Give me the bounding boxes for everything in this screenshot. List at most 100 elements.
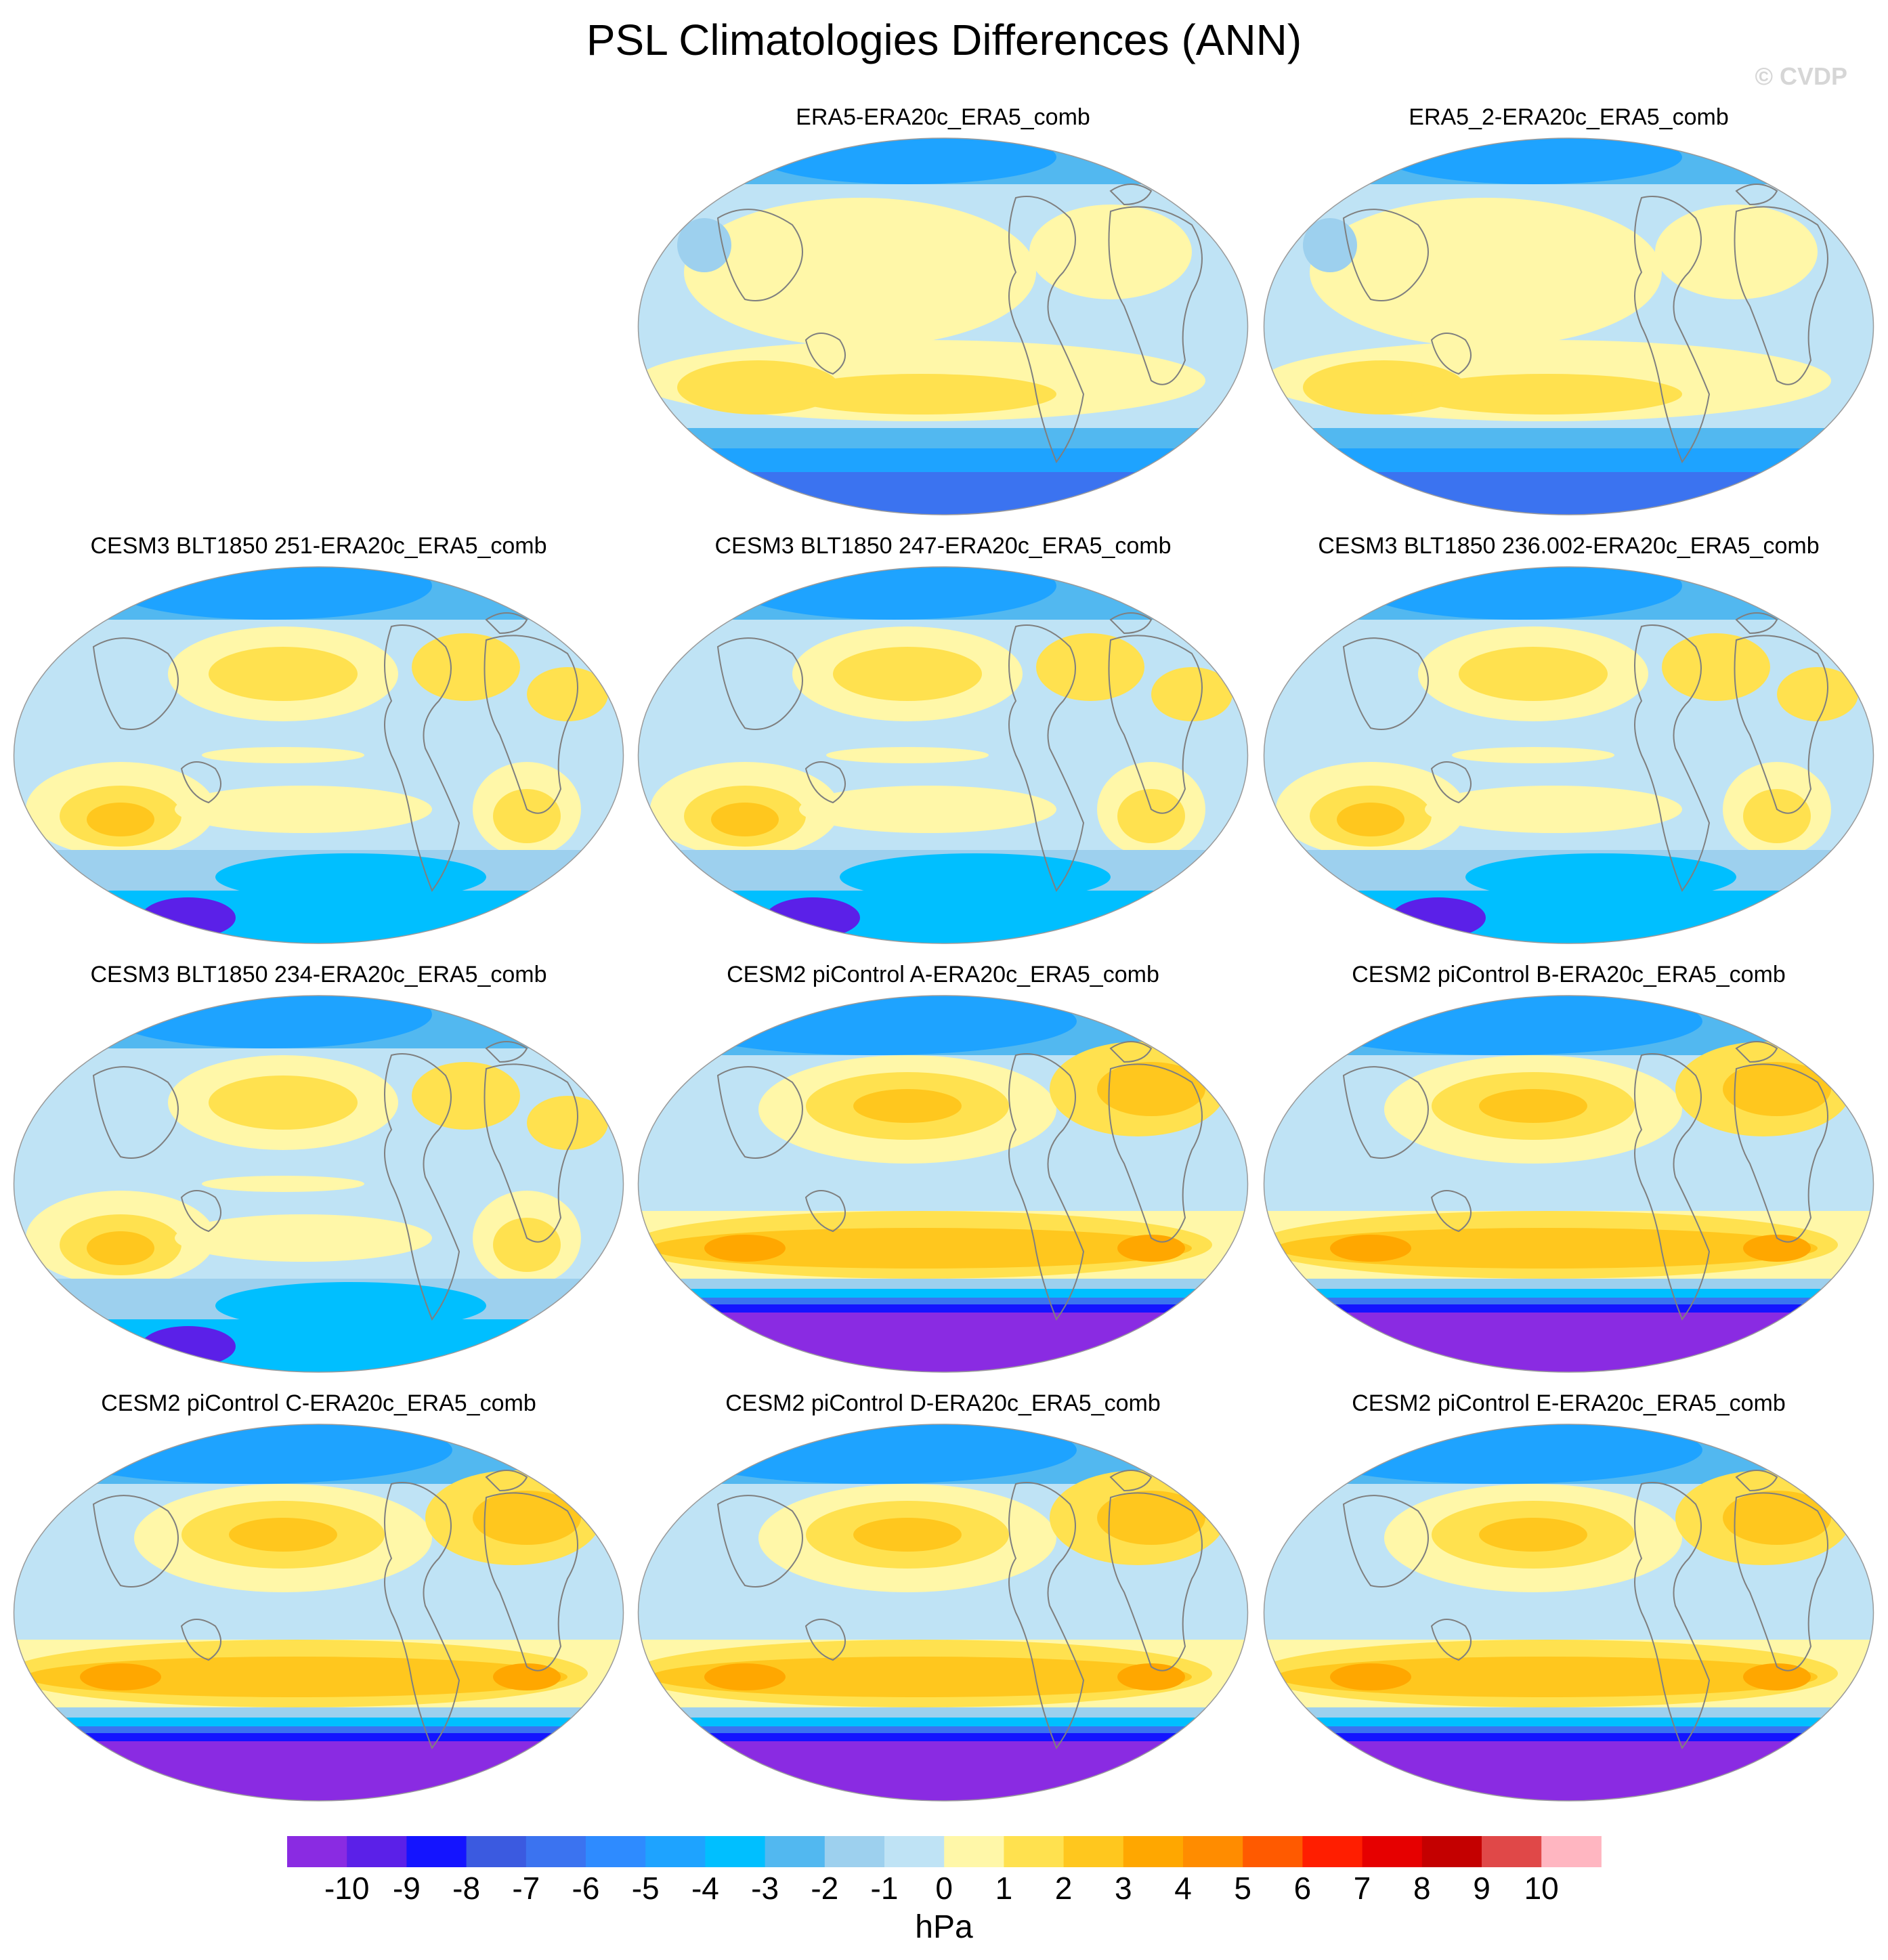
coastline bbox=[1108, 635, 1203, 814]
coastline bbox=[1108, 1492, 1203, 1671]
pacific-south-high bbox=[175, 786, 432, 833]
map-panel: CESM3 BLT1850 247-ERA20c_ERA5_comb bbox=[637, 532, 1249, 958]
indian-max bbox=[704, 1235, 786, 1262]
colorbar-tick-label: -8 bbox=[452, 1871, 481, 1906]
atlantic-high bbox=[1036, 633, 1144, 701]
atlantic-max bbox=[1743, 1663, 1811, 1690]
coastline bbox=[1734, 1492, 1828, 1671]
colorbar-tick-label: 7 bbox=[1353, 1871, 1371, 1906]
atlantic-high-core bbox=[1097, 1491, 1205, 1545]
southern-belt-core bbox=[1276, 1657, 1818, 1697]
map-outline bbox=[1263, 566, 1874, 944]
panel-title: CESM3 BLT1850 247-ERA20c_ERA5_comb bbox=[714, 533, 1172, 559]
coastline bbox=[1342, 1495, 1429, 1588]
coastline bbox=[1342, 637, 1429, 730]
panel-title: ERA5_2-ERA20c_ERA5_comb bbox=[1409, 104, 1729, 130]
robinson-map bbox=[1263, 566, 1874, 944]
transition-2 bbox=[14, 1718, 624, 1728]
southern-ocean-low bbox=[1465, 853, 1736, 901]
atlantic-high-core bbox=[473, 1491, 581, 1545]
coastline bbox=[1734, 635, 1828, 814]
map-outline bbox=[637, 137, 1249, 515]
robinson-map bbox=[637, 566, 1249, 944]
map-panel: ERA5-ERA20c_ERA5_comb bbox=[637, 103, 1249, 530]
atlantic-south-core bbox=[1117, 789, 1185, 843]
coastline bbox=[92, 1066, 179, 1159]
map-panel: CESM2 piControl D-ERA20c_ERA5_comb bbox=[637, 1389, 1249, 1816]
pacific-high-core bbox=[209, 647, 358, 701]
colorbar-tick-label: -4 bbox=[691, 1871, 719, 1906]
transition-2 bbox=[1264, 1718, 1874, 1728]
southern-ocean-low bbox=[215, 853, 486, 901]
coastline bbox=[1109, 184, 1153, 206]
atlantic-south-core bbox=[493, 1218, 561, 1272]
atlantic-positive bbox=[1029, 205, 1192, 299]
map-outline bbox=[637, 1424, 1249, 1802]
equatorial-band bbox=[826, 747, 989, 763]
robinson-map bbox=[1263, 137, 1874, 515]
southern-belt-core bbox=[26, 1657, 567, 1697]
panel-title: CESM3 BLT1850 234-ERA20c_ERA5_comb bbox=[90, 962, 547, 987]
coastline bbox=[804, 1190, 846, 1233]
panel-title: ERA5-ERA20c_ERA5_comb bbox=[796, 104, 1090, 130]
map-panel: CESM2 piControl B-ERA20c_ERA5_comb bbox=[1262, 960, 1875, 1387]
atlantic-high bbox=[412, 1062, 520, 1130]
panel-title: CESM2 piControl B-ERA20c_ERA5_comb bbox=[1352, 962, 1786, 987]
pacific-high-core bbox=[853, 1518, 962, 1552]
atlantic-south-core bbox=[1743, 789, 1811, 843]
map-outline bbox=[1263, 1424, 1874, 1802]
map-panel: CESM2 piControl C-ERA20c_ERA5_comb bbox=[12, 1389, 625, 1816]
pacific-high-core bbox=[209, 1075, 358, 1130]
coastline bbox=[1430, 1190, 1472, 1233]
atlantic-high-core bbox=[1097, 1062, 1205, 1116]
coastline bbox=[1734, 206, 1828, 385]
coastline bbox=[485, 1041, 528, 1063]
transition-4 bbox=[638, 1733, 1248, 1743]
coastline bbox=[1109, 1041, 1153, 1063]
pacific-high-core bbox=[229, 1518, 337, 1552]
atlantic-positive bbox=[1655, 205, 1818, 299]
coastline bbox=[1342, 1066, 1429, 1159]
coastline bbox=[384, 624, 460, 893]
transition-3 bbox=[638, 1726, 1248, 1734]
coastline bbox=[716, 209, 803, 301]
transition-2 bbox=[638, 1289, 1248, 1299]
coastline bbox=[180, 1619, 221, 1661]
colorbar-tick-label: -7 bbox=[512, 1871, 540, 1906]
coastline bbox=[716, 1066, 803, 1159]
panel-title: CESM2 piControl A-ERA20c_ERA5_comb bbox=[727, 962, 1159, 987]
coastline bbox=[804, 761, 846, 804]
equatorial-band bbox=[202, 1176, 364, 1192]
coastline bbox=[1735, 612, 1778, 635]
figure-title: PSL Climatologies Differences (ANN) bbox=[586, 16, 1302, 64]
colorbar-tick-label: 10 bbox=[1524, 1871, 1559, 1906]
robinson-map bbox=[13, 566, 624, 944]
panel-title: CESM2 piControl D-ERA20c_ERA5_comb bbox=[725, 1390, 1161, 1416]
coastline bbox=[1008, 196, 1085, 464]
southern-ocean-low bbox=[215, 1282, 486, 1329]
pacific-south-positive bbox=[1411, 374, 1682, 414]
colorbar-tick-label: 9 bbox=[1473, 1871, 1490, 1906]
transition-3 bbox=[14, 1726, 624, 1734]
coastline bbox=[92, 637, 179, 730]
robinson-map bbox=[13, 1424, 624, 1802]
atlantic-high-core bbox=[1723, 1062, 1831, 1116]
colorbar-tick-label: 3 bbox=[1115, 1871, 1132, 1906]
coastline bbox=[1735, 1041, 1778, 1063]
coastline bbox=[1109, 1470, 1153, 1492]
indian-max bbox=[1330, 1663, 1411, 1690]
coastline bbox=[1342, 209, 1429, 301]
indian-high-core bbox=[711, 803, 779, 836]
coastline bbox=[1634, 624, 1711, 893]
coastline bbox=[1430, 761, 1472, 804]
coastline bbox=[484, 1063, 578, 1243]
panel-title: CESM3 BLT1850 236.002-ERA20c_ERA5_comb bbox=[1318, 533, 1820, 559]
colorbar-tick-label: -3 bbox=[751, 1871, 779, 1906]
panel-title: CESM2 piControl E-ERA20c_ERA5_comb bbox=[1352, 1390, 1786, 1416]
atlantic-max bbox=[1117, 1235, 1185, 1262]
coastline bbox=[484, 1492, 578, 1671]
coastline bbox=[716, 637, 803, 730]
indian-max bbox=[704, 1663, 786, 1690]
indian-high-core bbox=[87, 803, 154, 836]
colorbar-tick-label: -1 bbox=[870, 1871, 899, 1906]
